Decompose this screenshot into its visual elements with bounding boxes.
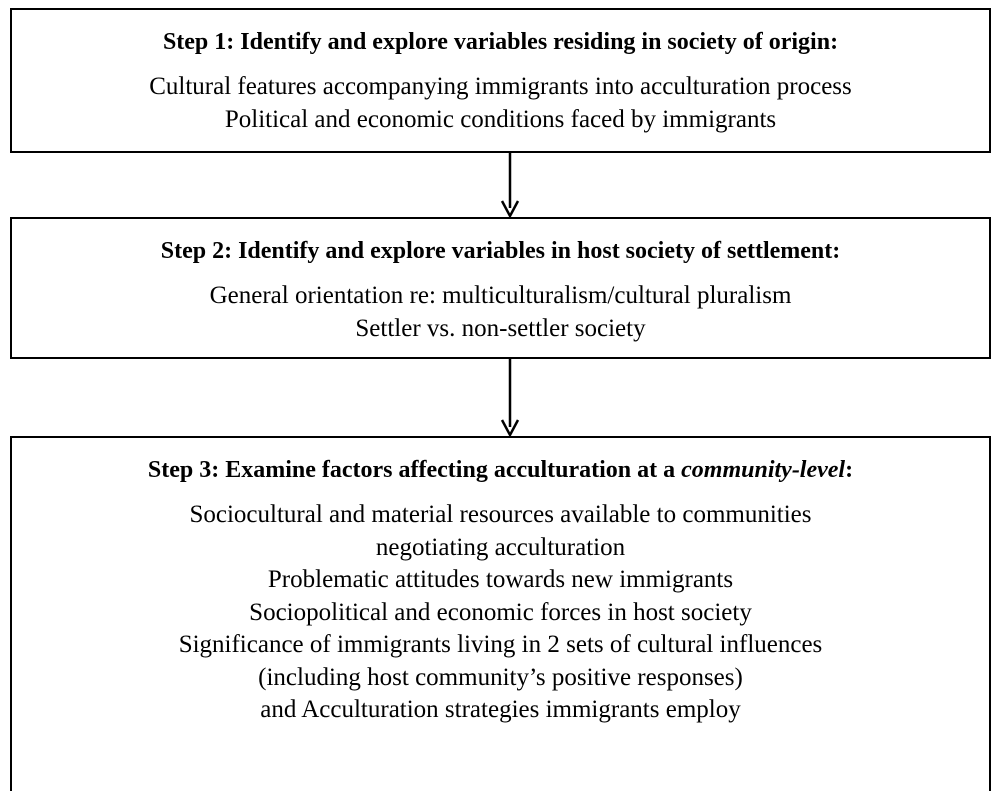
title-emphasis: community-level <box>681 457 846 483</box>
step-box: Step 2: Identify and explore variables i… <box>10 217 991 359</box>
step-line: Settler vs. non-settler society <box>355 314 646 342</box>
step-line: Sociocultural and material resources ava… <box>189 501 812 528</box>
step-box: Step 3: Examine factors affecting accult… <box>10 436 991 791</box>
title-text: Step 3: Examine factors affecting accult… <box>147 457 682 483</box>
arrow-head <box>500 200 520 219</box>
title-text: : <box>845 457 854 483</box>
step-line: and Acculturation strategies immigrants … <box>260 696 741 723</box>
step-line: negotiating acculturation <box>375 533 626 561</box>
step-line: Problematic attitudes towards new immigr… <box>267 566 734 593</box>
step-line: Significance of immigrants living in 2 s… <box>178 631 823 658</box>
step-line: (including host community’s positive res… <box>258 663 743 691</box>
step-line: Sociopolitical and economic forces in ho… <box>249 598 752 626</box>
step-title: Step 1: Identify and explore variables r… <box>162 29 839 55</box>
step-title: Step 2: Identify and explore variables i… <box>160 238 841 264</box>
step-box: Step 1: Identify and explore variables r… <box>10 8 991 153</box>
step-line: Cultural features accompanying immigrant… <box>149 73 852 100</box>
step-line: General orientation re: multiculturalism… <box>209 282 792 309</box>
arrow-head <box>500 419 520 438</box>
step-line: Political and economic conditions faced … <box>224 105 777 133</box>
step-title: Step 3: Examine factors affecting accult… <box>12 455 989 485</box>
